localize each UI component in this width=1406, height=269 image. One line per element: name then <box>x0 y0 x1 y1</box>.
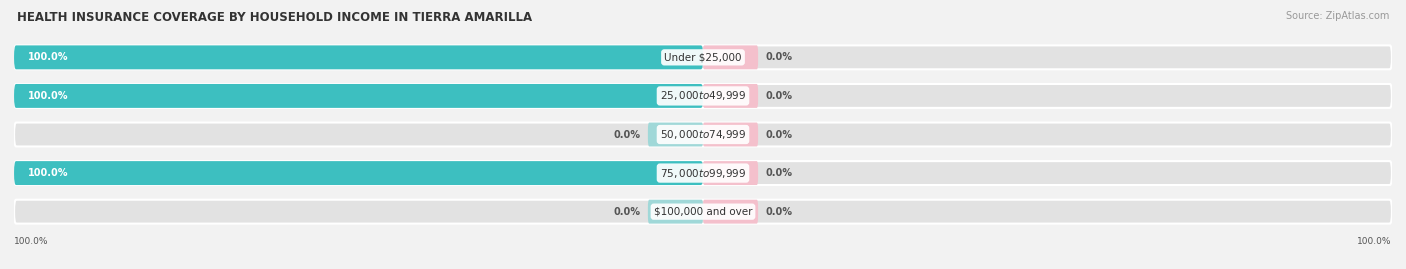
Text: 100.0%: 100.0% <box>1357 237 1392 246</box>
FancyBboxPatch shape <box>703 84 758 108</box>
Text: 0.0%: 0.0% <box>765 91 792 101</box>
Text: Source: ZipAtlas.com: Source: ZipAtlas.com <box>1285 11 1389 21</box>
FancyBboxPatch shape <box>14 45 1392 69</box>
Text: 0.0%: 0.0% <box>765 129 792 140</box>
Text: 0.0%: 0.0% <box>765 52 792 62</box>
FancyBboxPatch shape <box>648 123 703 146</box>
FancyBboxPatch shape <box>703 200 758 224</box>
FancyBboxPatch shape <box>703 123 758 146</box>
Text: 0.0%: 0.0% <box>765 207 792 217</box>
FancyBboxPatch shape <box>703 161 758 185</box>
Text: Under $25,000: Under $25,000 <box>664 52 742 62</box>
FancyBboxPatch shape <box>648 200 703 224</box>
Text: HEALTH INSURANCE COVERAGE BY HOUSEHOLD INCOME IN TIERRA AMARILLA: HEALTH INSURANCE COVERAGE BY HOUSEHOLD I… <box>17 11 531 24</box>
Text: 0.0%: 0.0% <box>614 207 641 217</box>
Text: 0.0%: 0.0% <box>614 129 641 140</box>
Text: 100.0%: 100.0% <box>14 237 49 246</box>
FancyBboxPatch shape <box>14 200 1392 224</box>
Text: $75,000 to $99,999: $75,000 to $99,999 <box>659 167 747 180</box>
Text: 100.0%: 100.0% <box>28 52 69 62</box>
Text: $25,000 to $49,999: $25,000 to $49,999 <box>659 89 747 102</box>
Text: 100.0%: 100.0% <box>28 168 69 178</box>
Text: $50,000 to $74,999: $50,000 to $74,999 <box>659 128 747 141</box>
FancyBboxPatch shape <box>703 45 758 69</box>
Text: 100.0%: 100.0% <box>28 91 69 101</box>
FancyBboxPatch shape <box>14 84 1392 108</box>
FancyBboxPatch shape <box>14 161 703 185</box>
FancyBboxPatch shape <box>14 84 703 108</box>
FancyBboxPatch shape <box>14 123 1392 146</box>
Text: $100,000 and over: $100,000 and over <box>654 207 752 217</box>
FancyBboxPatch shape <box>14 161 1392 185</box>
Text: 0.0%: 0.0% <box>765 168 792 178</box>
FancyBboxPatch shape <box>14 45 703 69</box>
